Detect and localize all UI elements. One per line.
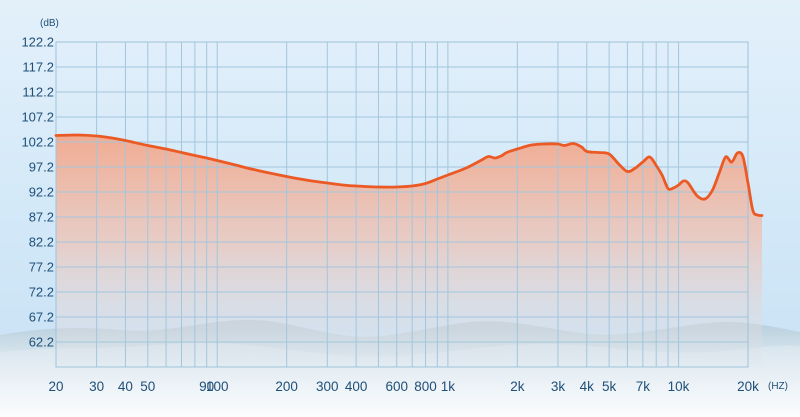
x-tick-label: 2k bbox=[510, 379, 525, 394]
y-tick-label: 97.2 bbox=[29, 160, 54, 175]
y-axis-tick-labels: 122.2 117.2 112.2 107.2 102.2 97.2 92.2 87.2 82.… bbox=[21, 35, 54, 350]
y-tick-label: 112.2 bbox=[22, 85, 54, 100]
y-tick-label: 122.2 bbox=[21, 35, 54, 50]
x-tick-label: 100 bbox=[206, 379, 229, 394]
x-tick-label: 20k bbox=[737, 379, 759, 394]
y-tick-label: 92.2 bbox=[29, 185, 54, 200]
x-tick-label: 1k bbox=[441, 379, 456, 394]
response-area-fill bbox=[56, 134, 762, 367]
x-tick-label: 3k bbox=[551, 379, 566, 394]
y-tick-label: 62.2 bbox=[29, 335, 54, 350]
plot-border bbox=[55, 41, 749, 368]
y-tick-label: 117.2 bbox=[22, 60, 54, 75]
x-tick-label: 50 bbox=[140, 379, 155, 394]
x-tick-label: 300 bbox=[316, 379, 339, 394]
x-tick-label: 20 bbox=[48, 379, 63, 394]
y-tick-label: 102.2 bbox=[21, 135, 54, 150]
y-tick-label: 77.2 bbox=[29, 260, 54, 275]
x-tick-label: 10k bbox=[668, 379, 690, 394]
y-tick-label: 72.2 bbox=[29, 285, 54, 300]
y-tick-label: 107.2 bbox=[21, 110, 54, 125]
x-tick-label: 7k bbox=[636, 379, 651, 394]
y-tick-label: 87.2 bbox=[29, 210, 54, 225]
x-tick-label: 5k bbox=[602, 379, 617, 394]
y-unit-label: (dB) bbox=[40, 18, 59, 29]
x-tick-label: 600 bbox=[385, 379, 408, 394]
x-tick-label: 800 bbox=[414, 379, 437, 394]
x-tick-label: 30 bbox=[89, 379, 104, 394]
x-tick-label: 400 bbox=[345, 379, 368, 394]
x-tick-label: 40 bbox=[118, 379, 133, 394]
response-curve bbox=[54, 133, 764, 217]
x-unit-label: (HZ) bbox=[768, 381, 788, 392]
y-tick-label: 67.2 bbox=[29, 310, 54, 325]
y-tick-label: 82.2 bbox=[29, 235, 54, 250]
x-tick-label: 90 bbox=[199, 379, 214, 394]
x-tick-label: 200 bbox=[275, 379, 298, 394]
x-tick-label: 4k bbox=[580, 379, 595, 394]
